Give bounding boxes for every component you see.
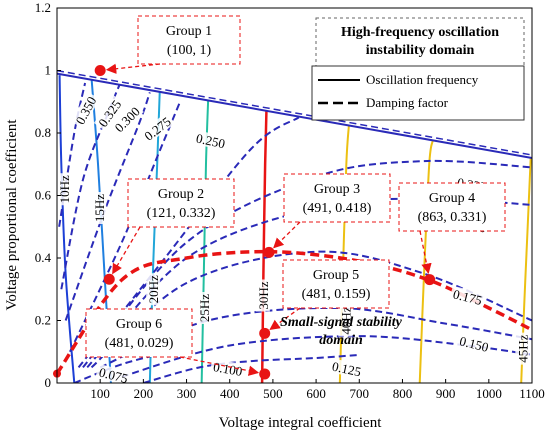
point-group-3 <box>263 246 275 258</box>
point-group-1 <box>94 65 106 76</box>
y-tick-label: 0.2 <box>35 313 51 328</box>
group-coords: (491, 0.418) <box>303 201 372 216</box>
frequency-label-15hz: 15Hz <box>92 194 107 222</box>
damping-label-0.150: 0.150 <box>458 333 490 355</box>
annotation-group-5: Group 5 (481, 0.159) <box>269 259 390 330</box>
damping-label-0.125: 0.125 <box>331 359 363 380</box>
stability-boundary-dashed <box>56 69 533 156</box>
y-tick-label: 0.4 <box>35 250 52 265</box>
annotation-group-3: Group 3 (491, 0.418) <box>273 173 391 249</box>
unstable-domain-title-1: High-frequency oscillation <box>341 25 499 40</box>
damping-label-0.075: 0.075 <box>97 364 129 386</box>
group-coords: (481, 0.159) <box>302 287 371 302</box>
group-name: Group 4 <box>429 191 475 206</box>
point-group-5 <box>259 327 271 339</box>
annotation-group-1: Group 1 (100, 1) <box>105 15 241 74</box>
point-group-4 <box>424 274 436 286</box>
group-coords: (121, 0.332) <box>147 206 216 221</box>
frequency-label-40hz: 40Hz <box>338 306 353 334</box>
frequency-line-40hz <box>338 125 350 383</box>
x-tick-label: 200 <box>134 386 154 401</box>
x-tick-label: 800 <box>393 386 413 401</box>
x-tick-label: 100 <box>90 386 110 401</box>
point-group-2 <box>103 273 115 285</box>
x-tick-label: 1000 <box>476 386 502 401</box>
x-tick-label: 500 <box>263 386 283 401</box>
y-tick-label: 0.8 <box>35 125 51 140</box>
legend: High-frequency oscillation instability d… <box>311 17 525 121</box>
y-tick-label: 1.2 <box>35 0 51 15</box>
annotation-group-2: Group 2 (121, 0.332) <box>112 178 235 275</box>
group-coords: (863, 0.331) <box>418 210 487 225</box>
y-tick-label: 0 <box>45 375 52 390</box>
x-axis-label: Voltage integral coefficient <box>219 415 383 431</box>
x-tick-label: 300 <box>177 386 197 401</box>
point-group-6 <box>259 368 271 380</box>
group-name: Group 5 <box>313 268 359 283</box>
damping-contour-0.200 <box>86 197 532 369</box>
y-axis-label: Voltage proportional coefficient <box>4 119 20 311</box>
group-name: Group 1 <box>166 24 212 39</box>
stability-boundary <box>56 69 533 159</box>
frequency-label-10hz: 10Hz <box>57 175 72 203</box>
annotation-group-6: Group 6 (481, 0.029) <box>85 308 260 376</box>
x-tick-label: 1100 <box>519 386 545 401</box>
unstable-domain-title-2: instability domain <box>366 43 475 58</box>
x-tick-label: 900 <box>436 386 456 401</box>
group-coords: (100, 1) <box>167 43 212 58</box>
legend-entry-damping: Damping factor <box>366 95 449 110</box>
annotations: Group 1(100, 1)Group 2(121, 0.332)Group … <box>85 15 506 376</box>
damping-contour-0.325 <box>60 84 121 290</box>
stable-domain-label-2: domain <box>319 333 363 348</box>
frequency-line-10hz <box>58 75 76 383</box>
y-tick-label: 0.6 <box>35 188 52 203</box>
axes: 100 200 300 400 500 600 700 800 900 1000 1100 0 0.2 0… <box>35 0 545 401</box>
group-points <box>53 65 436 380</box>
annotation-group-4: Group 4 (863, 0.331) <box>398 182 506 274</box>
x-tick-label: 400 <box>220 386 240 401</box>
frequency-label-30hz: 30Hz <box>256 281 271 309</box>
damping-contour-0.100 <box>143 353 360 383</box>
group-name: Group 2 <box>158 187 204 202</box>
x-tick-label: 700 <box>350 386 370 401</box>
stability-boundary-line <box>56 72 533 159</box>
damping-label-0.175: 0.175 <box>452 286 484 308</box>
legend-entry-frequency: Oscillation frequency <box>366 72 479 87</box>
frequency-label-25hz: 25Hz <box>197 294 212 322</box>
damping-contour-0.350 <box>58 82 87 227</box>
frequency-line-30hz <box>260 111 268 383</box>
group-name: Group 3 <box>314 182 360 197</box>
damping-label-0.100: 0.100 <box>212 359 243 379</box>
x-tick-label: 600 <box>306 386 326 401</box>
group-name: Group 6 <box>116 317 162 332</box>
damping-label-0.250: 0.250 <box>195 131 227 152</box>
group-coords: (481, 0.029) <box>105 336 174 351</box>
frequency-label-45hz: 45Hz <box>515 334 530 362</box>
stable-domain-label-1: Small-signal stability <box>280 315 403 330</box>
damping-contour-0.300 <box>64 92 151 321</box>
frequency-label-20hz: 20Hz <box>146 275 161 303</box>
y-tick-label: 1 <box>45 63 52 78</box>
